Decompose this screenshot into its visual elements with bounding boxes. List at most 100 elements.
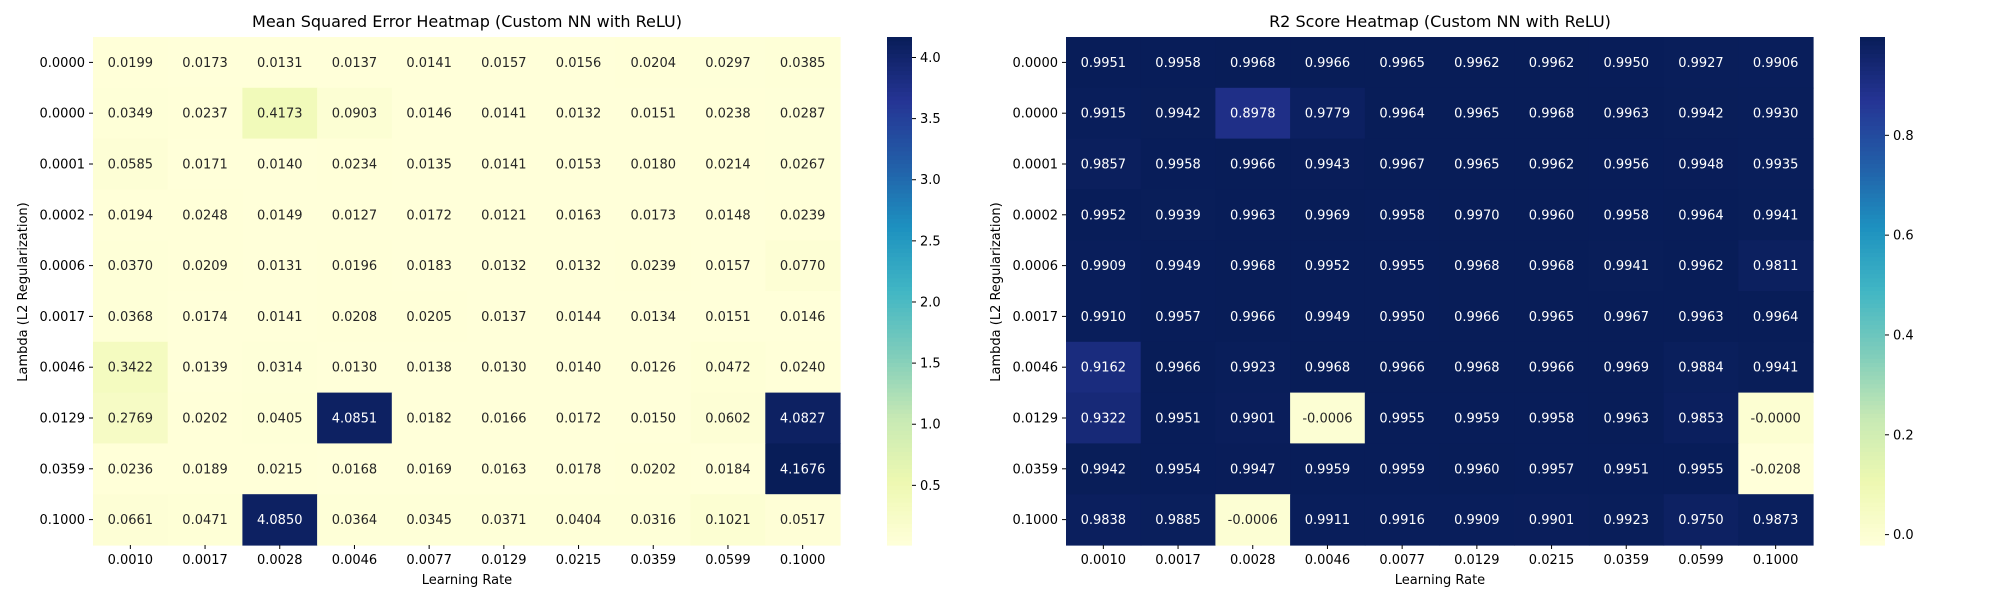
r2-x-tick-label: 0.0077 [1379, 553, 1425, 568]
r2-colorbar-segment [1860, 223, 1885, 229]
r2-cell-r3-c9 [1738, 189, 1814, 241]
mse-cell-r0-c8 [690, 37, 766, 89]
mse-cell-r7-c5 [466, 392, 542, 444]
mse-cell-r3-c4 [391, 189, 468, 241]
r2-cell-label-r2-c7: 0.9956 [1604, 158, 1650, 173]
mse-cell-label-r0-c1: 0.0173 [182, 56, 228, 71]
mse-cell-r9-c2 [242, 494, 318, 546]
mse-cell-r5-c8 [690, 291, 766, 343]
mse-cell-r3-c6 [541, 189, 617, 241]
mse-cell-r1-c0 [93, 87, 169, 140]
r2-cell-label-r8-c2: 0.9947 [1230, 462, 1276, 477]
mse-cell-label-r8-c5: 0.0163 [481, 462, 527, 477]
mse-cell-label-r6-c5: 0.0130 [481, 361, 527, 376]
mse-cell-r4-c2 [242, 240, 318, 292]
mse-cell-label-r4-c9: 0.0770 [780, 259, 826, 274]
r2-cell-label-r1-c0: 0.9915 [1081, 107, 1127, 122]
mse-cell-r9-c4 [391, 494, 468, 546]
r2-colorbar-segment [1860, 354, 1885, 360]
mse-cell-label-r2-c2: 0.0140 [257, 158, 303, 173]
mse-cell-label-r9-c2: 4.0850 [257, 513, 303, 528]
r2-cell-r0-c5 [1439, 37, 1515, 89]
mse-y-tick-label: 0.0002 [40, 208, 86, 223]
r2-cell-label-r1-c7: 0.9963 [1604, 107, 1650, 122]
r2-cell-r2-c3 [1290, 138, 1366, 190]
r2-colorbar-segment [1860, 439, 1885, 444]
mse-y-tick-label: 0.0000 [40, 107, 86, 122]
r2-cell-r2-c0 [1066, 138, 1142, 190]
r2-cell-label-r3-c3: 0.9969 [1305, 208, 1351, 223]
mse-colorbar-segment [887, 291, 912, 296]
r2-colorbar-segment [1860, 113, 1885, 119]
r2-chart-title: R2 Score Heatmap (Custom NN with ReLU) [1269, 12, 1611, 31]
r2-cell-label-r9-c8: 0.9750 [1678, 513, 1724, 528]
r2-cell-label-r1-c2: 0.8978 [1230, 107, 1276, 122]
mse-colorbar-segment [887, 468, 912, 474]
mse-cell-r2-c4 [391, 138, 468, 190]
r2-cell-label-r4-c4: 0.9955 [1379, 259, 1425, 274]
r2-cell-r5-c8 [1663, 291, 1739, 343]
r2-cell-label-r2-c5: 0.9965 [1454, 158, 1500, 173]
mse-colorbar-segment [887, 405, 912, 411]
r2-cell-r9-c4 [1364, 494, 1441, 546]
mse-colorbar-segment [887, 282, 912, 288]
r2-colorbar-segment [1860, 532, 1885, 538]
r2-cell-r1-c5 [1439, 87, 1515, 140]
mse-colorbar-segment [887, 303, 912, 309]
r2-cell-label-r8-c5: 0.9960 [1454, 462, 1500, 477]
mse-cell-label-r2-c1: 0.0171 [182, 158, 228, 173]
r2-cell-r3-c4 [1364, 189, 1441, 241]
mse-colorbar-segment [887, 451, 912, 457]
mse-cell-r4-c9 [765, 240, 841, 292]
r2-colorbar-segment [1860, 371, 1885, 377]
r2-colorbar-segment [1860, 235, 1885, 241]
r2-cell-r7-c1 [1140, 392, 1216, 444]
r2-cell-label-r2-c4: 0.9967 [1379, 158, 1425, 173]
mse-cell-label-r5-c5: 0.0137 [481, 310, 527, 325]
mse-colorbar-segment [887, 354, 912, 360]
r2-colorbar-segment [1860, 108, 1885, 114]
mse-cell-r9-c1 [167, 494, 243, 546]
r2-x-tick-label: 0.0017 [1155, 553, 1201, 568]
mse-cell-label-r3-c6: 0.0163 [556, 208, 602, 223]
mse-cell-label-r3-c0: 0.0194 [108, 208, 154, 223]
mse-colorbar-segment [887, 104, 912, 110]
r2-cell-r6-c8 [1663, 341, 1739, 394]
r2-cell-r6-c0 [1066, 341, 1142, 394]
mse-cell-label-r7-c6: 0.0172 [556, 412, 602, 427]
mse-cell-r6-c3 [317, 341, 393, 394]
r2-cell-r3-c0 [1066, 189, 1142, 241]
mse-cell-label-r1-c6: 0.0132 [556, 107, 602, 122]
r2-cell-label-r6-c1: 0.9966 [1155, 361, 1201, 376]
mse-colorbar-segment [887, 164, 912, 169]
mse-colorbar-segment [887, 142, 912, 148]
mse-cell-label-r0-c4: 0.0141 [406, 56, 452, 71]
mse-cell-r8-c4 [391, 443, 468, 495]
r2-cell-label-r9-c7: 0.9923 [1604, 513, 1650, 528]
r2-cell-r5-c7 [1588, 291, 1665, 343]
r2-colorbar-segment [1860, 168, 1885, 174]
r2-cell-r4-c1 [1140, 240, 1216, 292]
mse-x-tick-label: 0.0359 [631, 553, 677, 568]
mse-cell-label-r1-c2: 0.4173 [257, 107, 303, 122]
r2-cell-label-r0-c4: 0.9965 [1379, 56, 1425, 71]
r2-colorbar-segment [1860, 134, 1885, 140]
mse-colorbar-segment [887, 193, 912, 199]
mse-colorbar-segment [887, 75, 912, 80]
mse-cell-r4-c4 [391, 240, 468, 292]
mse-cell-label-r8-c1: 0.0189 [182, 462, 228, 477]
mse-cell-label-r5-c9: 0.0146 [780, 310, 826, 325]
mse-cell-r1-c3 [317, 87, 393, 140]
mse-cell-label-r8-c4: 0.0169 [406, 462, 452, 477]
r2-colorbar-segment [1860, 536, 1885, 542]
mse-colorbar-segment [887, 350, 912, 356]
mse-colorbar-segment [887, 219, 912, 224]
r2-cell-label-r6-c3: 0.9968 [1305, 361, 1351, 376]
mse-cell-r6-c6 [541, 341, 617, 394]
mse-colorbar-segment [887, 329, 912, 334]
r2-colorbar-segment [1860, 320, 1885, 326]
mse-cell-label-r8-c8: 0.0184 [705, 462, 751, 477]
r2-cell-r5-c1 [1140, 291, 1216, 343]
r2-cell-label-r2-c2: 0.9966 [1230, 158, 1276, 173]
mse-cell-label-r7-c7: 0.0150 [631, 412, 677, 427]
